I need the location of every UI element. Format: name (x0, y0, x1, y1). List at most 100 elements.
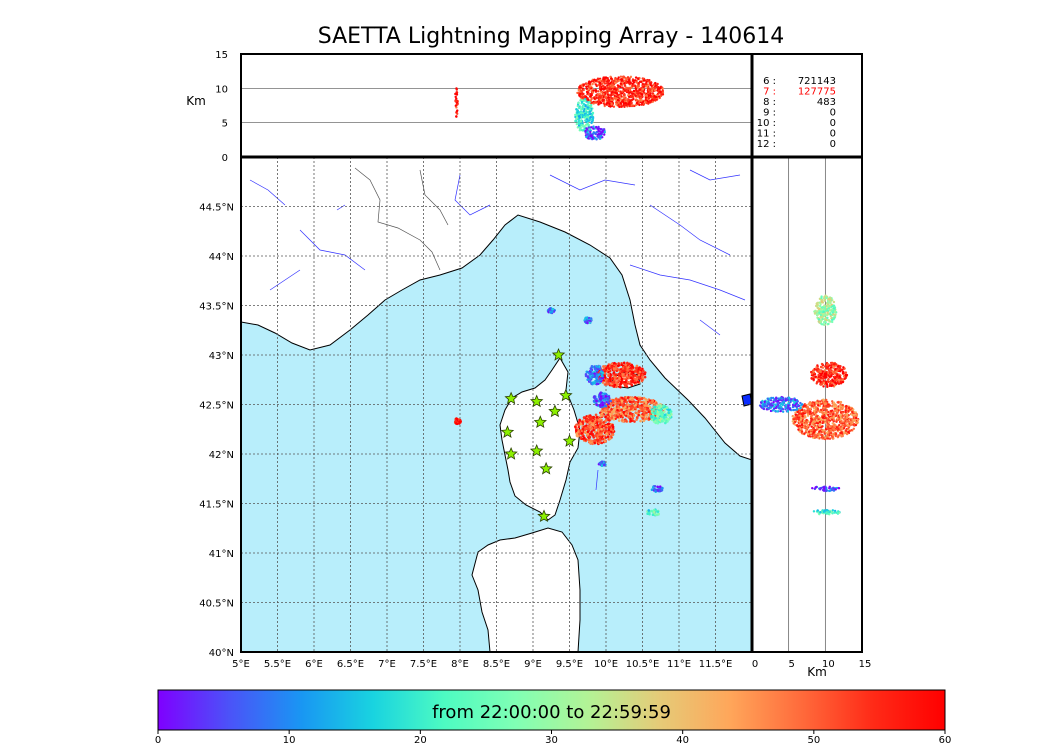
land-mainland (241, 157, 752, 461)
station-marker (539, 461, 553, 475)
source-point (619, 75, 623, 78)
source-point (774, 406, 778, 410)
source-point (642, 102, 646, 105)
source-point (584, 372, 588, 376)
source-point (818, 423, 822, 427)
source-point (807, 408, 811, 411)
source-point (602, 88, 605, 91)
source-point (586, 433, 590, 436)
colorbar-tick-label: 30 (545, 735, 558, 746)
chart-title: SAETTA Lightning Mapping Array - 140614 (317, 24, 785, 49)
source-point (606, 364, 610, 368)
y-tick-label: 40°N (209, 648, 234, 659)
source-point (663, 413, 667, 417)
source-point (653, 405, 657, 409)
source-point (814, 406, 818, 409)
source-point (622, 102, 625, 105)
source-point (829, 412, 832, 415)
source-point (592, 125, 595, 128)
source-point (800, 403, 804, 406)
source-point (822, 381, 826, 385)
river (629, 264, 746, 301)
source-point (587, 427, 590, 431)
source-point (630, 407, 633, 410)
source-point (843, 417, 847, 420)
source-point (820, 298, 824, 302)
source-point (806, 427, 809, 430)
source-point (598, 367, 602, 371)
source-point (655, 513, 659, 517)
source-point (613, 361, 616, 365)
source-point (808, 402, 811, 405)
source-point (594, 434, 597, 437)
source-point (644, 401, 648, 404)
source-point (804, 429, 808, 432)
source-point (615, 100, 618, 104)
source-point (648, 417, 651, 421)
source-point (583, 99, 586, 102)
source-point (822, 385, 825, 388)
river (454, 174, 491, 216)
source-point (606, 435, 610, 439)
source-point (596, 77, 600, 80)
source-point (645, 411, 648, 415)
source-point (762, 403, 766, 406)
source-point (786, 398, 790, 401)
source-point (583, 430, 587, 433)
source-point (604, 426, 608, 429)
source-point (845, 421, 848, 424)
source-point (600, 427, 603, 431)
source-point (620, 78, 623, 81)
source-point (629, 419, 633, 423)
source-point (836, 407, 839, 410)
source-point (807, 430, 811, 433)
source-point (617, 401, 620, 404)
source-point (813, 368, 817, 371)
source-point (808, 412, 812, 416)
x-tick-label: 7.5°E (410, 659, 437, 670)
source-point (820, 430, 823, 434)
source-point (620, 105, 623, 108)
source-point (816, 417, 819, 420)
source-point (810, 404, 814, 407)
source-point (623, 79, 626, 82)
source-point (576, 126, 580, 129)
source-cluster (810, 361, 849, 389)
source-point (603, 365, 607, 368)
source-point (582, 88, 585, 92)
source-point (653, 94, 656, 98)
source-point (629, 417, 632, 421)
source-point (640, 397, 644, 401)
source-point (604, 415, 607, 419)
source-point (588, 119, 591, 122)
source-point (810, 425, 813, 428)
source-point (601, 130, 604, 134)
source-point (826, 423, 829, 426)
source-point (625, 400, 629, 404)
source-point (603, 130, 606, 134)
source-point (784, 403, 788, 406)
source-point (816, 301, 820, 304)
source-point (610, 103, 613, 106)
source-point (456, 103, 459, 106)
source-point (819, 374, 822, 377)
source-point (576, 434, 579, 438)
source-point (819, 511, 822, 514)
source-point (655, 401, 658, 405)
source-point (587, 98, 590, 102)
source-point (816, 422, 820, 425)
river (249, 179, 286, 206)
source-point (842, 366, 845, 369)
source-point (771, 396, 775, 400)
source-point (627, 407, 631, 410)
source-cluster (584, 364, 605, 386)
source-point (823, 299, 826, 302)
source-point (854, 423, 858, 427)
source-point (822, 510, 825, 514)
source-point (456, 112, 459, 115)
source-point (816, 306, 819, 309)
source-point (834, 434, 838, 438)
source-point (829, 429, 833, 432)
source-point (599, 88, 603, 91)
source-point (626, 380, 630, 384)
